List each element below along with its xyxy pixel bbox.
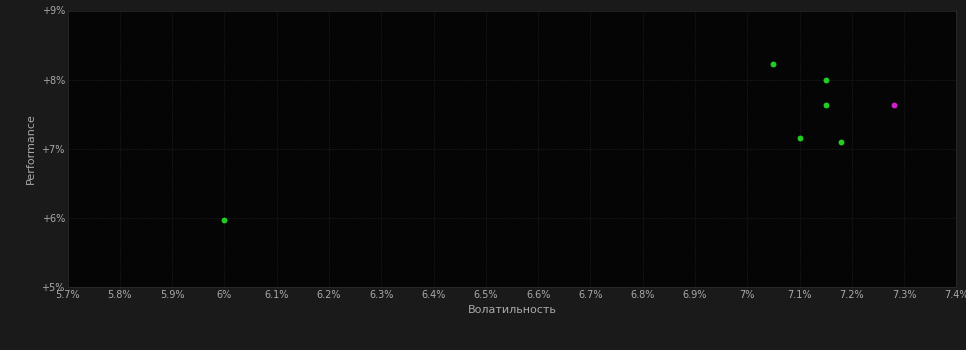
Y-axis label: Performance: Performance xyxy=(26,113,36,184)
Point xyxy=(834,139,849,145)
Point xyxy=(818,103,834,108)
Point xyxy=(792,135,808,141)
Point xyxy=(766,62,781,67)
Point xyxy=(216,217,232,223)
X-axis label: Волатильность: Волатильность xyxy=(468,305,556,315)
Point xyxy=(818,77,834,82)
Point xyxy=(886,103,901,108)
